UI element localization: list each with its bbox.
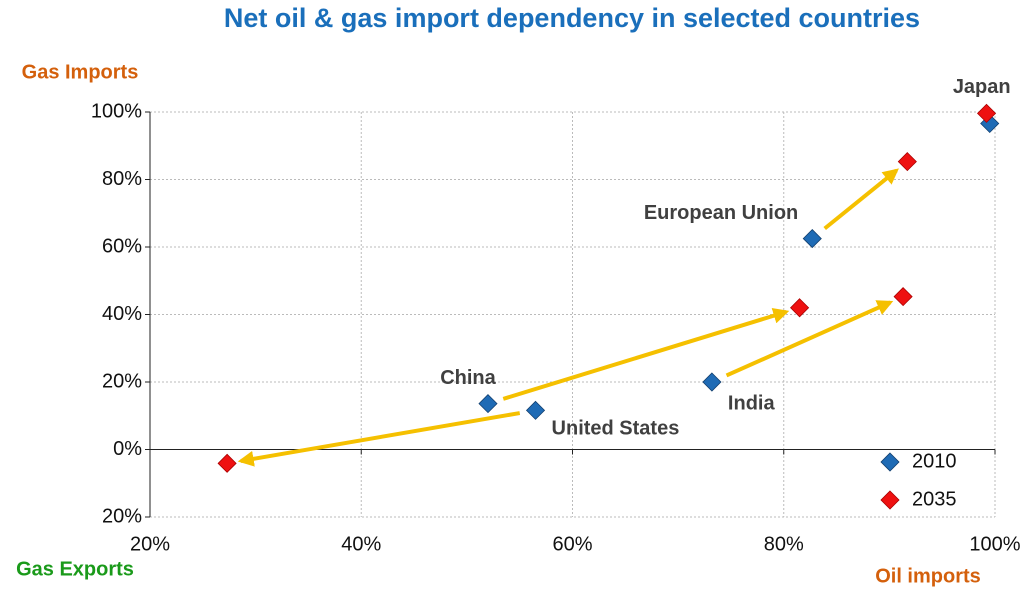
country-label: Japan [953,76,1011,98]
point [976,103,997,123]
point [217,453,237,473]
x-tick-label: 20% [130,533,170,555]
y-tick-label: 100% [91,100,142,122]
arrow [502,307,790,401]
point [790,298,810,318]
point [478,394,498,414]
y-tick-label: 60% [102,235,142,257]
y-tick-label: 20% [102,505,142,527]
arrow [823,168,899,231]
y-tick-label: 40% [102,303,142,325]
legend-marker [880,490,900,510]
y-tick-label: 0% [113,438,142,460]
x-tick-label: 80% [764,533,804,555]
y-tick-label: 20% [102,370,142,392]
x-tick-label: 100% [969,533,1020,555]
x-tick-label: 60% [552,533,592,555]
x-tick-label: 40% [341,533,381,555]
point [525,400,546,420]
point [893,287,913,307]
legend-marker [880,452,900,472]
y-tick-label: 80% [102,168,142,190]
country-label: India [728,392,776,414]
legend-label: 2010 [912,450,957,472]
point [897,152,917,172]
arrow [237,411,521,467]
country-label: United States [552,418,680,440]
arrow [725,300,894,378]
x-axis-label: Oil imports [875,565,981,587]
country-label: European Union [644,202,798,224]
chart-title: Net oil & gas import dependency in selec… [224,3,920,33]
y-axis-label-bottom: Gas Exports [16,558,134,580]
country-label: China [440,367,496,389]
point [802,228,822,249]
y-axis-label-top: Gas Imports [22,61,139,83]
legend-label: 2035 [912,488,957,510]
point [702,372,722,392]
